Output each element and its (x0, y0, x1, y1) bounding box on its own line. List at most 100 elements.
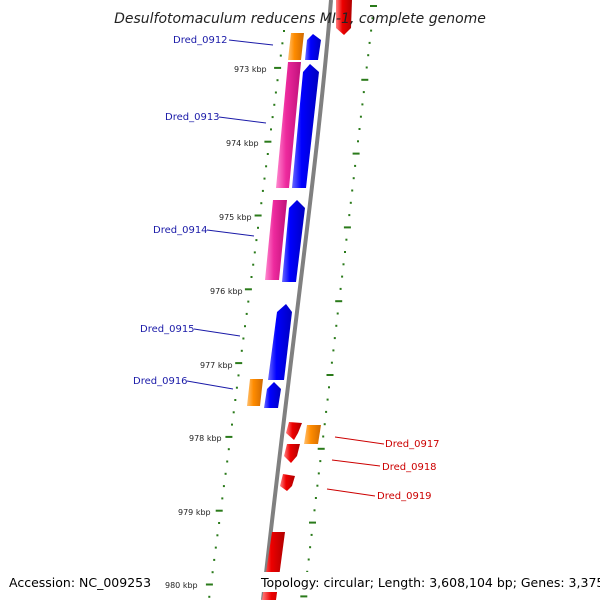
ruler-minor-tick (226, 460, 229, 463)
gene-label-dred-0917[interactable]: Dred_0917 (385, 439, 440, 450)
ruler-minor-tick (252, 263, 255, 266)
accession-bg (6, 572, 148, 592)
ruler-minor-tick (271, 116, 274, 119)
skew-major-tick (352, 152, 360, 155)
skew-major-tick (370, 5, 377, 7)
genome-backbone (261, 0, 333, 600)
ruler-minor-tick (257, 226, 259, 229)
skew-minor-tick (326, 398, 329, 401)
skew-minor-tick (333, 337, 336, 340)
skew-major-tick (361, 78, 369, 81)
ruler-minor-tick (218, 522, 221, 524)
leader-dred-0914 (206, 229, 255, 237)
leader-dred-0912 (228, 39, 274, 46)
ruler-minor-tick (222, 485, 225, 488)
cds-orange-dred-0912 (288, 33, 304, 60)
ruler-minor-tick (208, 595, 211, 598)
ruler-minor-tick (237, 374, 240, 377)
gene-label-dred-0919[interactable]: Dred_0919 (377, 491, 432, 502)
skew-minor-tick (342, 263, 345, 266)
skew-minor-tick (332, 349, 335, 352)
tick-label-973: 973 kbp (234, 65, 267, 74)
cds-orange-dred-0917 (304, 425, 321, 444)
cds-top-partial (336, 0, 352, 35)
gene-label-dred-0915[interactable]: Dred_0915 (140, 324, 195, 335)
ruler-minor-tick (273, 103, 276, 106)
skew-minor-tick (352, 177, 355, 180)
leader-dred-0915 (193, 328, 241, 337)
skew-major-tick (335, 300, 343, 303)
skew-minor-tick (341, 275, 344, 278)
ruler-minor-tick (250, 276, 253, 278)
skew-minor-tick (330, 361, 333, 364)
ruler-major-tick (205, 583, 213, 586)
ruler-minor-tick (242, 337, 245, 340)
skew-major-tick (343, 226, 351, 229)
ruler-minor-tick (247, 300, 250, 303)
ruler-minor-tick (234, 399, 237, 401)
accession-text: Accession: NC_009253 (9, 575, 151, 590)
cds-blue-dred-0916 (264, 382, 281, 408)
skew-major-tick (326, 374, 334, 376)
skew-minor-tick (310, 533, 313, 536)
ruler-major-tick (215, 509, 223, 512)
gene-label-dred-0913[interactable]: Dred_0913 (165, 112, 220, 123)
ruler-major-tick (244, 288, 252, 291)
ruler-minor-tick (255, 239, 258, 242)
ruler-minor-tick (232, 411, 235, 414)
gene-label-dred-0914[interactable]: Dred_0914 (153, 225, 208, 236)
cds-red-dred-0918 (284, 444, 300, 463)
skew-minor-tick (317, 472, 320, 475)
map-title: Desulfotomaculum reducens MI-1, complete… (114, 11, 486, 27)
topology-bg (257, 572, 594, 592)
skew-minor-tick (361, 103, 364, 106)
ruler-major-tick (274, 66, 282, 69)
ruler-minor-tick (281, 42, 284, 45)
ruler-minor-tick (245, 312, 248, 315)
tick-label-975: 975 kbp (219, 213, 252, 222)
ruler-major-tick (264, 140, 272, 143)
cds-red-dred-0917 (286, 422, 302, 440)
ruler-minor-tick (266, 153, 269, 155)
skew-minor-tick (328, 386, 330, 389)
ruler-minor-tick (260, 202, 263, 205)
skew-minor-tick (316, 484, 319, 487)
skew-minor-tick (371, 17, 374, 20)
leader-dred-0919 (326, 488, 376, 497)
ruler-minor-tick (276, 79, 279, 82)
gene-label-dred-0912[interactable]: Dred_0912 (173, 35, 228, 46)
ruler-minor-tick (231, 423, 233, 426)
ruler-minor-tick (274, 91, 277, 94)
gene-label-dred-0916[interactable]: Dred_0916 (133, 376, 188, 387)
skew-minor-tick (362, 91, 365, 94)
ruler-minor-tick (265, 165, 268, 168)
skew-minor-tick (370, 29, 373, 32)
leader-dred-0917 (334, 436, 385, 445)
cds-blue-dred-0912 (305, 34, 321, 60)
skew-minor-tick (367, 54, 370, 57)
skew-minor-tick (359, 115, 362, 118)
skew-minor-tick (322, 435, 325, 438)
skew-minor-tick (339, 287, 342, 290)
skew-minor-tick (319, 460, 322, 463)
ruler-minor-tick (244, 325, 246, 328)
ruler-minor-tick (283, 30, 285, 32)
gene-label-dred-0918[interactable]: Dred_0918 (382, 462, 437, 473)
ruler-minor-tick (227, 448, 230, 451)
skew-minor-tick (354, 164, 357, 167)
skew-minor-tick (336, 312, 339, 315)
ruler-minor-tick (221, 497, 224, 500)
tick-label-979: 979 kbp (178, 508, 211, 517)
ruler-minor-tick (211, 571, 214, 574)
skew-major-tick (300, 595, 308, 598)
ruler-minor-tick (263, 177, 266, 180)
tick-label-977: 977 kbp (200, 361, 233, 370)
ruler-minor-tick (279, 54, 282, 57)
ruler-minor-tick (214, 546, 217, 549)
skew-minor-tick (325, 410, 328, 413)
skew-minor-tick (307, 558, 310, 561)
tick-label-978: 978 kbp (189, 434, 222, 443)
ruler-minor-tick (253, 251, 256, 254)
